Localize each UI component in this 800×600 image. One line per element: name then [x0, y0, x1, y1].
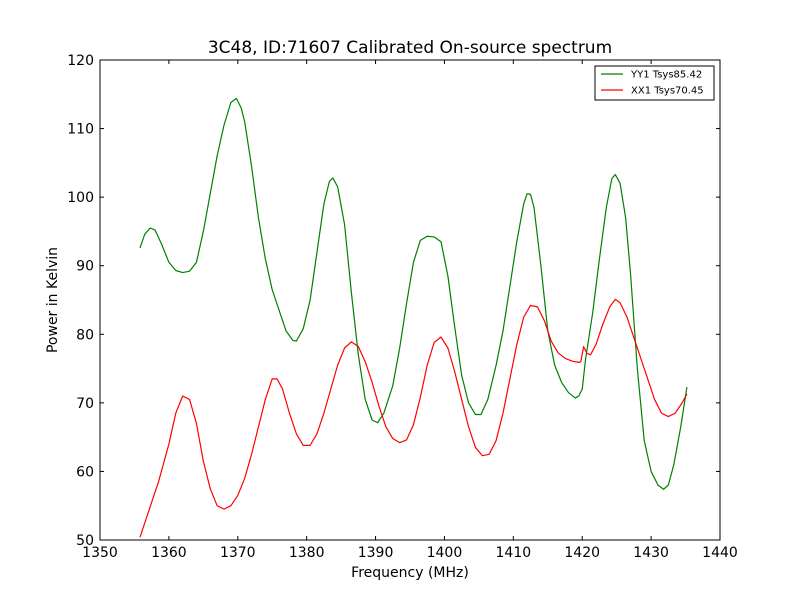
y-tick-label: 110	[67, 122, 94, 138]
x-tick-label: 1420	[564, 545, 600, 561]
series-line-xx1	[139, 298, 688, 538]
y-tick-label: 70	[76, 396, 94, 412]
x-tick-label: 1350	[82, 545, 118, 561]
y-tick-label: 90	[76, 259, 94, 275]
plot-area	[100, 60, 720, 540]
y-tick-label: 50	[76, 533, 94, 549]
x-tick-label: 1360	[151, 545, 187, 561]
legend: YY1 Tsys85.42 XX1 Tsys70.45	[594, 65, 715, 101]
x-tick-label: 1400	[427, 545, 463, 561]
chart-title: 3C48, ID:71607 Calibrated On-source spec…	[208, 38, 612, 58]
y-tick-label: 80	[76, 327, 94, 343]
y-axis: 50 60 70 80 90 100 110 120	[67, 53, 720, 549]
y-tick-label: 60	[76, 464, 94, 480]
y-tick-label: 100	[67, 190, 94, 206]
plot-frame	[99, 59, 721, 541]
x-tick-label: 1380	[289, 545, 325, 561]
x-tick-label: 1440	[702, 545, 738, 561]
y-axis-label: Power in Kelvin	[45, 247, 61, 353]
legend-label-xx1: XX1 Tsys70.45	[631, 86, 704, 97]
series-line-yy1	[139, 97, 688, 490]
y-tick-label: 120	[67, 53, 94, 69]
legend-label-yy1: YY1 Tsys85.42	[630, 70, 702, 81]
series-layer	[139, 97, 688, 538]
x-axis-label: Frequency (MHz)	[351, 565, 469, 581]
x-axis: 1350 1360 1370 1380 1390 1400 1410 1420 1430 1440	[82, 60, 738, 561]
legend-box	[594, 65, 715, 101]
x-tick-label: 1410	[496, 545, 532, 561]
x-tick-label: 1370	[220, 545, 256, 561]
x-tick-label: 1430	[633, 545, 669, 561]
x-tick-label: 1390	[358, 545, 394, 561]
